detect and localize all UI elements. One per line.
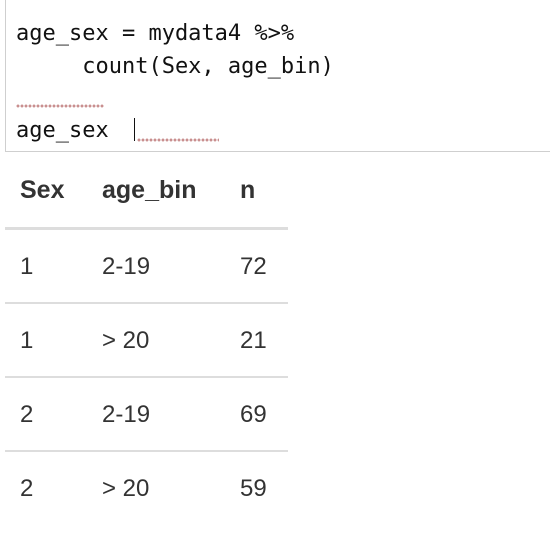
table-cell-age-bin: > 20 [102,475,150,502]
table-row: 1 > 20 21 [5,304,288,378]
table-row: 1 2-19 72 [5,230,288,304]
table-row: 2 2-19 69 [5,378,288,452]
table-cell-n: 21 [240,327,267,354]
spellcheck-underline [16,104,104,109]
table-header-row: Sex age_bin n [5,152,288,230]
code-line-4: age_sex [16,118,109,143]
table-cell-sex: 2 [20,475,34,502]
spellcheck-underline [137,138,219,143]
table-cell-n: 59 [240,475,267,502]
table-cell-age-bin: 2-19 [102,401,151,428]
code-line-2: count(Sex, age_bin) [16,54,334,79]
table-row: 2 > 20 59 [5,452,288,526]
table-cell-n: 69 [240,401,267,428]
table-cell-n: 72 [240,253,267,280]
table-cell-sex: 1 [20,327,34,354]
column-header-age-bin: age_bin [102,176,197,204]
table-cell-age-bin: > 20 [102,327,150,354]
table-cell-sex: 2 [20,401,34,428]
output-table: Sex age_bin n 1 2-19 72 1 > 20 21 2 2-19… [5,152,288,526]
text-cursor [134,118,135,141]
column-header-n: n [240,176,256,204]
table-cell-age-bin: 2-19 [102,253,151,280]
column-header-sex: Sex [20,176,65,204]
code-cell-editor[interactable]: age_sex = mydata4 %>% count(Sex, age_bin… [5,0,550,152]
table-cell-sex: 1 [20,253,34,280]
code-line-1: age_sex = mydata4 %>% [16,21,295,46]
